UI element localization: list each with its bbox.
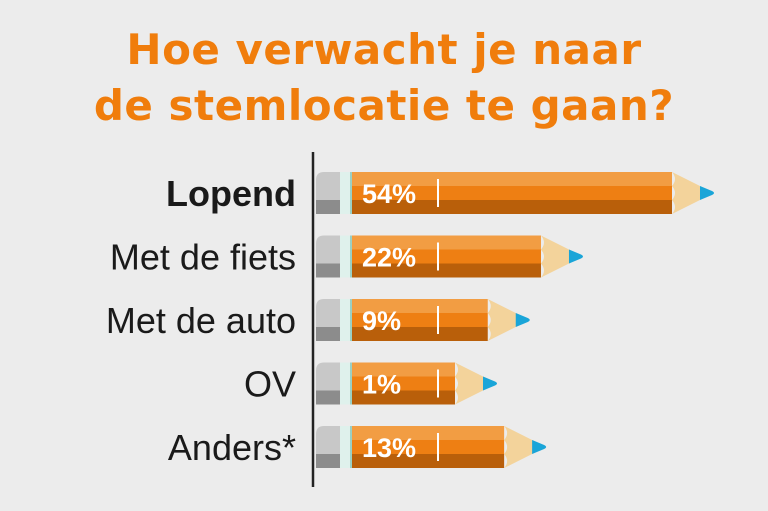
pencil-body-middle (352, 313, 488, 327)
pencil-ferrule (340, 235, 350, 278)
pencil-body-middle (352, 186, 672, 200)
pencil-ferrule (340, 362, 350, 405)
pencil-bar-3: Met de auto 9% (106, 299, 530, 341)
pencil-body-top (352, 362, 455, 377)
value-label: 13% (362, 433, 416, 463)
pencil-eraser-shade (316, 263, 340, 278)
category-label: Met de auto (106, 300, 296, 341)
pencil-lead (483, 376, 497, 391)
pencil-eraser-shade (316, 200, 340, 214)
pencil-lead (568, 249, 583, 264)
pencil-ferrule (340, 299, 350, 341)
pencil-body-middle (352, 440, 505, 454)
pencil-body-bottom (352, 327, 488, 341)
chart-title-line-2: de stemlocatie te gaan? (93, 81, 675, 130)
pencil-bar-4: OV 1% (244, 362, 497, 405)
pencil-body-bottom (352, 390, 455, 405)
pencil-eraser-shade (316, 390, 340, 405)
value-label: 9% (362, 306, 401, 336)
pencil-wood-tip (455, 362, 485, 405)
value-label: 54% (362, 179, 416, 209)
pencil-wood-tip (487, 299, 518, 341)
category-label: Lopend (166, 173, 296, 214)
chart-title-line-1: Hoe verwacht je naar (126, 25, 642, 74)
pencil-body-bottom (352, 263, 541, 278)
value-label: 22% (362, 243, 416, 273)
chart-title: Hoe verwacht je naar de stemlocatie te g… (0, 22, 768, 134)
pencil-ferrule (340, 426, 350, 468)
pencil-body-top (352, 299, 488, 313)
category-label: Met de fiets (110, 237, 296, 278)
pencil-body-bottom (352, 454, 505, 468)
pencil-ferrule-line (350, 172, 352, 214)
pencil-lead (515, 313, 530, 327)
pencil-lead (700, 186, 714, 200)
pencil-ferrule-line (350, 235, 352, 278)
pencil-wood-tip (504, 426, 535, 468)
category-label: OV (244, 364, 296, 405)
pencil-wood-tip (540, 235, 571, 278)
pencil-bar-1: Lopend 54% (166, 172, 714, 214)
pencil-eraser-shade (316, 454, 340, 468)
pencil-wood-tip (672, 172, 702, 214)
pencil-body-top (352, 426, 505, 440)
pencil-ferrule-line (350, 362, 352, 405)
pencil-body-middle (352, 249, 541, 264)
pencil-body-bottom (352, 200, 672, 214)
value-label: 1% (362, 370, 401, 400)
pencil-bar-2: Met de fiets 22% (110, 235, 583, 278)
pencil-ferrule-line (350, 426, 352, 468)
pencil-body-top (352, 172, 672, 186)
pencil-ferrule-line (350, 299, 352, 341)
pencil-bar-5: Anders* 13% (168, 426, 547, 468)
pencil-eraser-shade (316, 327, 340, 341)
category-label: Anders* (168, 427, 296, 468)
pencil-lead (532, 440, 547, 454)
pencil-body-top (352, 235, 541, 250)
bars-group: Lopend 54% Met de fiets 22% Met de auto 9% OV 1… (106, 172, 714, 468)
pencil-body-middle (352, 376, 455, 391)
pencil-ferrule (340, 172, 350, 214)
